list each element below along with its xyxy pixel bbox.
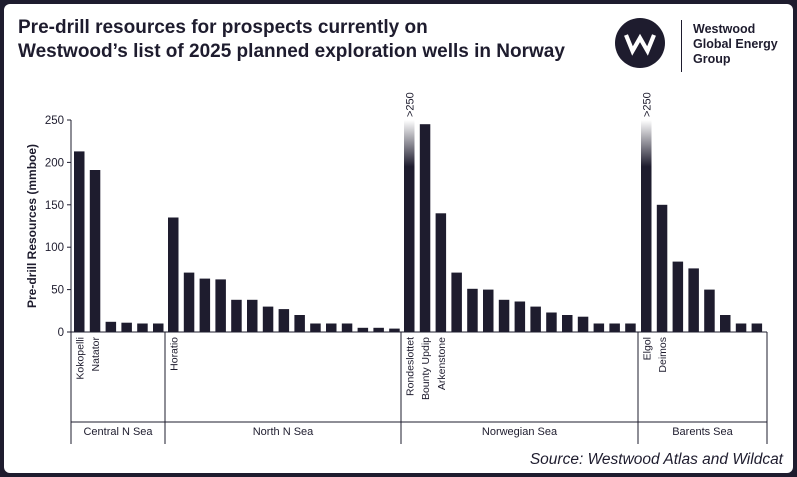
bar: [121, 322, 132, 332]
bar-label: Deimos: [657, 337, 669, 373]
y-tick-label: 100: [45, 242, 64, 254]
bar: [656, 204, 668, 332]
bar-chart: 0 50 100 150 200 250 Pre-drill Resources (mmbo…: [25, 92, 768, 444]
bar: [168, 217, 179, 332]
bar: [625, 323, 636, 332]
logo-line-2: Global Energy: [693, 37, 778, 51]
y-tick-label: 200: [45, 157, 64, 169]
bar: [89, 170, 101, 332]
bar-label: Natator: [90, 337, 102, 372]
group-label: Norwegian Sea: [482, 426, 558, 438]
bar: [247, 299, 258, 332]
bar: [215, 279, 226, 332]
bar-cap-label: >250: [404, 92, 416, 117]
bar-label: Arkenstone: [436, 337, 448, 390]
bar-label: Elgol: [641, 337, 653, 360]
bar: [231, 299, 242, 332]
bar: [278, 309, 290, 332]
logo-line-1: Westwood: [693, 22, 756, 36]
bar: [153, 323, 164, 332]
logo-divider: [681, 20, 682, 72]
bar: [720, 315, 731, 332]
bar: [593, 323, 605, 332]
bar: [183, 272, 195, 332]
bar: [562, 315, 573, 332]
bar: [373, 327, 384, 332]
bar: [688, 268, 699, 332]
bar-capped: [404, 120, 415, 332]
bar: [546, 312, 557, 332]
westwood-logo: Westwood Global Energy Group: [615, 16, 785, 76]
y-tick-label: 50: [51, 285, 64, 297]
chart-title: Pre-drill resources for prospects curren…: [18, 16, 578, 64]
w-mark-icon: [615, 18, 665, 68]
bar: [672, 261, 684, 332]
bar: [199, 278, 211, 332]
bar: [341, 323, 353, 332]
bar: [577, 316, 589, 332]
y-axis-title: Pre-drill Resources (mmboe): [25, 144, 39, 308]
bar-label: Rondeslottet: [404, 337, 416, 396]
bar: [451, 272, 462, 332]
bar: [498, 299, 510, 332]
group-label: Barents Sea: [672, 426, 733, 438]
chart-card: Pre-drill resources for prospects curren…: [4, 4, 793, 473]
bar: [467, 288, 478, 332]
logo-line-3: Group: [693, 52, 731, 66]
bar: [262, 306, 274, 332]
logo-text: Westwood Global Energy Group: [693, 22, 778, 67]
bar: [326, 323, 337, 332]
bar-label: Horatio: [168, 337, 180, 371]
bar: [294, 315, 305, 332]
bar-capped: [641, 120, 652, 332]
group-label: North N Sea: [253, 426, 314, 438]
bar: [751, 323, 763, 332]
bar: [74, 151, 85, 332]
bar: [137, 323, 148, 332]
bar: [735, 323, 747, 332]
bar-cap-label: >250: [641, 92, 653, 117]
bar: [609, 323, 620, 332]
bar-label: Bounty Updip: [420, 337, 432, 400]
bar: [514, 301, 526, 332]
chart-title-line-2: Westwood’s list of 2025 planned explorat…: [18, 41, 565, 62]
chart-title-line-1: Pre-drill resources for prospects curren…: [18, 17, 428, 38]
bar: [389, 328, 400, 332]
bar: [357, 327, 369, 332]
bar: [435, 213, 447, 332]
bar: [310, 323, 321, 332]
y-tick-label: 250: [45, 115, 64, 127]
bar: [483, 289, 494, 332]
bar: [105, 321, 117, 332]
group-label: Central N Sea: [83, 426, 153, 438]
bar: [530, 306, 541, 332]
bar: [704, 289, 715, 332]
y-tick-label: 150: [45, 200, 64, 212]
source-note: Source: Westwood Atlas and Wildcat: [529, 451, 783, 468]
bar: [419, 124, 431, 332]
y-tick-label: 0: [58, 327, 64, 339]
bar-label: Kokopelli: [74, 337, 86, 380]
